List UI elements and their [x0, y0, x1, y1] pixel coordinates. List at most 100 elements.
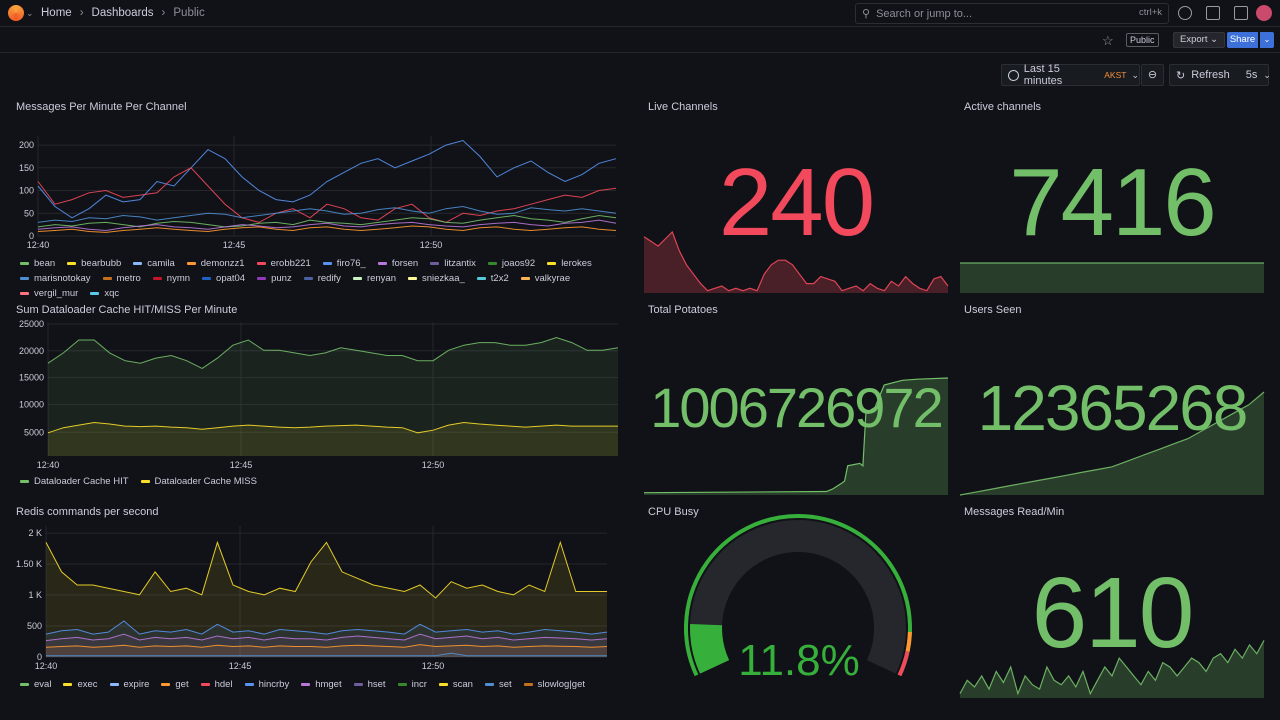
legend-item[interactable]: forsen [377, 258, 419, 269]
grafana-logo-icon[interactable] [8, 5, 24, 21]
gauge-threshold-red [897, 650, 910, 677]
legend-item[interactable]: eval [20, 679, 51, 690]
legend-label: nymn [166, 273, 191, 284]
legend-item[interactable]: valkyrae [520, 273, 571, 284]
panel-title-cpu-busy[interactable]: CPU Busy [648, 506, 699, 518]
refresh-button[interactable]: ↻ Refresh 5s ⌄ [1169, 64, 1271, 86]
search-input[interactable]: ⚲ Search or jump to... ctrl+k [855, 3, 1169, 24]
legend-label: Dataloader Cache HIT [34, 476, 129, 487]
legend-swatch [487, 262, 497, 265]
tv-mode-icon[interactable] [1234, 6, 1248, 20]
legend-item[interactable]: litzantix [430, 258, 476, 269]
legend-swatch [140, 480, 150, 483]
sparkline [643, 230, 949, 292]
legend-swatch [20, 683, 29, 686]
y-tick-label: 50 [24, 208, 34, 218]
legend-swatch [200, 683, 210, 686]
time-range-label: Last 15 minutes [1023, 63, 1063, 87]
y-tick-label: 5000 [24, 427, 44, 437]
y-tick-label: 500 [27, 621, 42, 631]
gauge-track [690, 520, 906, 674]
export-button[interactable]: Export ⌄ [1173, 32, 1226, 48]
x-tick-label: 12:45 [230, 460, 253, 470]
legend-swatch [408, 277, 417, 280]
legend-item[interactable]: firo76_ [322, 258, 366, 269]
legend-item[interactable]: exec [63, 679, 98, 690]
legend-item[interactable]: punz [257, 273, 292, 284]
legend-swatch [67, 262, 77, 265]
legend-item[interactable]: slowlog|get [523, 679, 585, 690]
help-icon[interactable] [1178, 6, 1192, 20]
legend-item[interactable]: Dataloader Cache HIT [20, 476, 129, 487]
zoom-out-button[interactable]: ⊖ [1141, 64, 1164, 86]
search-icon: ⚲ [862, 8, 871, 20]
legend-item[interactable]: expire [109, 679, 149, 690]
legend-item[interactable]: xqc [90, 288, 119, 299]
legend-label: scan [452, 679, 473, 690]
legend-item[interactable]: vergil_mur [20, 288, 78, 299]
legend-item[interactable]: lerokes [547, 258, 592, 269]
legend-label: valkyrae [534, 273, 571, 284]
y-tick-label: 200 [19, 140, 34, 150]
panel-title-dataloader[interactable]: Sum Dataloader Cache HIT/MISS Per Minute [16, 304, 238, 316]
share-dropdown-chevron-icon[interactable]: ⌄ [1260, 32, 1274, 48]
y-tick-label: 15000 [19, 373, 44, 383]
legend-item[interactable]: hdel [200, 679, 233, 690]
star-icon[interactable]: ☆ [1102, 33, 1114, 48]
legend-item[interactable]: opat04 [202, 273, 245, 284]
legend-label: vergil_mur [34, 288, 79, 299]
legend-swatch [353, 683, 363, 686]
legend-swatch [352, 277, 362, 280]
gauge-threshold-orange [905, 631, 912, 652]
legend-item[interactable]: set [484, 679, 512, 690]
legend-item[interactable]: nymn [152, 273, 191, 284]
panel-title-live-channels[interactable]: Live Channels [648, 101, 718, 113]
legend-item[interactable]: demonzz1 [186, 258, 245, 269]
x-tick-label: 12:40 [27, 240, 50, 250]
legend-label: marisnotokay [34, 273, 91, 284]
total-potatoes-value: 1006726972 [650, 376, 943, 439]
legend-item[interactable]: get [161, 679, 189, 690]
legend-item[interactable]: hincrby [244, 679, 289, 690]
breadcrumb-home[interactable]: Home [41, 7, 72, 19]
legend-swatch [303, 277, 313, 280]
legend-item[interactable]: hset [353, 679, 386, 690]
refresh-interval[interactable]: 5s [1245, 69, 1258, 81]
panel-title-active-channels[interactable]: Active channels [964, 101, 1042, 113]
legend-item[interactable]: marisnotokay [20, 273, 91, 284]
x-tick-label: 12:45 [223, 240, 246, 250]
legend-item[interactable]: t2x2 [476, 273, 509, 284]
legend-item[interactable]: erobb221 [256, 258, 311, 269]
share-button[interactable]: Share [1227, 32, 1258, 48]
legend-item[interactable]: renyan [352, 273, 396, 284]
legend-item[interactable]: hmget [301, 679, 342, 690]
legend-item[interactable]: incr [397, 679, 427, 690]
y-tick-label: 150 [19, 163, 34, 173]
chevron-down-icon[interactable]: ⌄ [26, 8, 34, 18]
legend-item[interactable]: joaos92 [487, 258, 535, 269]
legend-item[interactable]: camila [133, 258, 175, 269]
legend-item[interactable]: Dataloader Cache MISS [140, 476, 257, 487]
legend-swatch [547, 262, 557, 265]
panel-title-total-potatoes[interactable]: Total Potatoes [648, 304, 718, 316]
series-area [46, 644, 607, 657]
time-range-picker[interactable]: Last 15 minutes AKST ⌄ [1001, 63, 1140, 87]
rss-icon[interactable] [1206, 6, 1220, 20]
panel-title-redis[interactable]: Redis commands per second [16, 506, 159, 518]
zoom-out-icon: ⊖ [1147, 69, 1158, 81]
panel-title-users-seen[interactable]: Users Seen [964, 304, 1022, 316]
legend-item[interactable]: bearbubb [67, 258, 121, 269]
legend-item[interactable]: metro [102, 273, 141, 284]
avatar[interactable] [1256, 5, 1272, 21]
panel-title-messages[interactable]: Messages Per Minute Per Channel [16, 101, 187, 113]
legend-label: get [175, 679, 189, 690]
legend-item[interactable]: sniezkaa_ [408, 273, 465, 284]
panel-title-messages-read[interactable]: Messages Read/Min [964, 506, 1065, 518]
breadcrumb-dashboards[interactable]: Dashboards [91, 7, 154, 19]
legend-label: Dataloader Cache MISS [154, 476, 257, 487]
legend-item[interactable]: scan [438, 679, 473, 690]
legend-item[interactable]: redify [303, 273, 341, 284]
y-tick-label: 25000 [19, 319, 44, 329]
legend-item[interactable]: bean [20, 258, 55, 269]
legend-label: forsen [391, 258, 419, 269]
